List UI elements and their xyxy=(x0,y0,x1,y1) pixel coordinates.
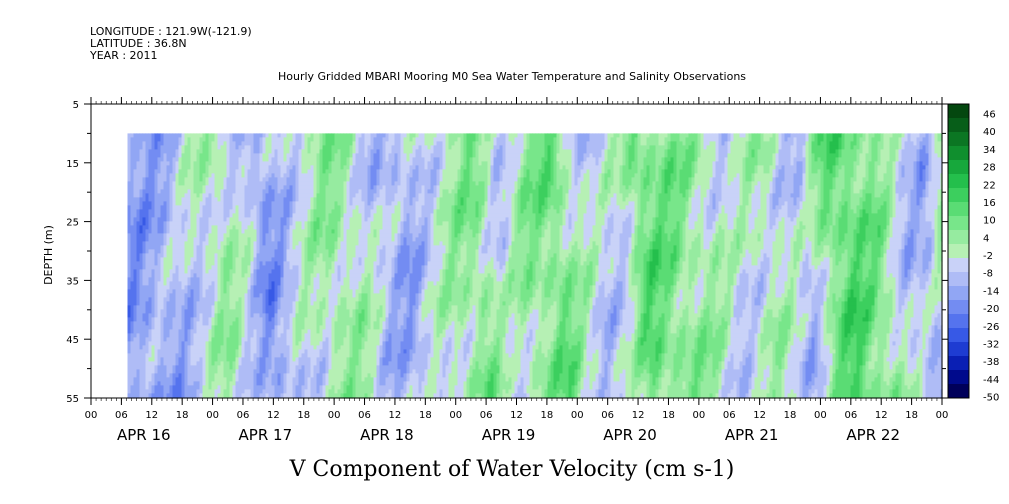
x-hour-label: 18 xyxy=(176,410,189,421)
x-date-label: APR 19 xyxy=(482,426,536,444)
year-label: YEAR : 2011 xyxy=(89,49,158,62)
latitude-label: LATITUDE : 36.8N xyxy=(90,37,187,50)
colorbar-swatch xyxy=(948,174,969,189)
x-hour-label: 00 xyxy=(85,410,98,421)
x-date-label: APR 21 xyxy=(725,426,779,444)
colorbar-label: -26 xyxy=(983,322,999,333)
longitude-label: LONGITUDE : 121.9W(-121.9) xyxy=(90,25,252,38)
x-hour-label: 06 xyxy=(601,410,614,421)
colorbar-swatch xyxy=(948,160,969,175)
colorbar-label: -8 xyxy=(983,269,993,280)
y-axis-label: DEPTH (m) xyxy=(42,225,55,285)
chart-title: Hourly Gridded MBARI Mooring M0 Sea Wate… xyxy=(278,70,746,83)
plot-area xyxy=(127,133,943,399)
colorbar-swatch xyxy=(948,258,969,273)
y-tick-label: 35 xyxy=(66,276,79,287)
colorbar-swatch xyxy=(948,202,969,217)
x-date-label: APR 22 xyxy=(846,426,900,444)
colorbar-swatch xyxy=(948,370,969,385)
x-hour-label: 06 xyxy=(844,410,857,421)
colorbar-frame xyxy=(947,103,970,399)
colorbar-label: 40 xyxy=(983,127,996,138)
x-axis-label: V Component of Water Velocity (cm s-1) xyxy=(289,457,735,482)
x-hour-label: 06 xyxy=(115,410,128,421)
x-date-label: APR 20 xyxy=(603,426,657,444)
y-ticks xyxy=(84,103,949,399)
x-hour-label: 12 xyxy=(267,410,280,421)
colorbar-label: 34 xyxy=(983,145,996,156)
y-tick-label: 55 xyxy=(66,394,79,405)
x-hour-label: 06 xyxy=(358,410,371,421)
colorbar-label: 16 xyxy=(983,198,996,209)
x-major-ticks xyxy=(90,97,943,405)
colorbar-swatch xyxy=(948,314,969,329)
x-date-label: APR 18 xyxy=(360,426,414,444)
colorbar-swatch xyxy=(948,244,969,259)
colorbar-label: 4 xyxy=(983,233,989,244)
colorbar-label: 22 xyxy=(983,180,996,191)
colorbar-swatch xyxy=(948,342,969,357)
colorbar-label: 46 xyxy=(983,110,996,121)
colorbar-label: -32 xyxy=(983,339,999,350)
x-hour-label: 12 xyxy=(753,410,766,421)
colorbar-label: 28 xyxy=(983,163,996,174)
x-hour-label: 12 xyxy=(389,410,402,421)
colorbar-swatch xyxy=(948,146,969,161)
colorbar-swatch xyxy=(948,118,969,133)
y-tick-label: 45 xyxy=(66,335,79,346)
x-hour-label: 12 xyxy=(875,410,888,421)
colorbar-label: -44 xyxy=(983,375,999,386)
x-hour-label: 18 xyxy=(419,410,432,421)
x-hour-label: 18 xyxy=(662,410,675,421)
x-hour-label: 06 xyxy=(237,410,250,421)
x-hour-label: 00 xyxy=(328,410,341,421)
x-hour-label: 00 xyxy=(936,410,949,421)
x-hour-label: 12 xyxy=(510,410,523,421)
colorbar: 46 40 34 28 22 16 10 4 -2 -8 -14 -20 -26 -32 -38 -44 -50 xyxy=(947,103,999,404)
colorbar-swatch xyxy=(948,132,969,147)
colorbar-swatch xyxy=(948,272,969,287)
x-hour-label: 00 xyxy=(814,410,827,421)
x-date-label: APR 17 xyxy=(239,426,293,444)
x-hour-label: 06 xyxy=(480,410,493,421)
x-hour-label: 00 xyxy=(571,410,584,421)
colorbar-label: -2 xyxy=(983,251,993,262)
y-tick-label: 25 xyxy=(66,218,79,229)
heatmap-field xyxy=(127,133,943,399)
colorbar-swatch xyxy=(948,188,969,203)
colorbar-label: -20 xyxy=(983,304,999,315)
colorbar-label: -38 xyxy=(983,357,999,368)
colorbar-label: -14 xyxy=(983,286,999,297)
colorbar-label: 10 xyxy=(983,216,996,227)
axes: 00 06 12 18 00 06 12 18 00 06 12 18 00 06 12 18 00 06 12 18… xyxy=(66,97,949,444)
x-date-label: APR 16 xyxy=(117,426,171,444)
colorbar-swatch xyxy=(948,216,969,231)
y-tick-label: 5 xyxy=(73,100,79,111)
x-hour-label: 00 xyxy=(692,410,705,421)
x-hour-label: 00 xyxy=(449,410,462,421)
colorbar-label: -50 xyxy=(983,393,999,404)
x-hour-label: 12 xyxy=(145,410,158,421)
x-hour-label: 18 xyxy=(784,410,797,421)
x-hour-label: 18 xyxy=(541,410,554,421)
colorbar-swatch xyxy=(948,384,969,399)
colorbar-swatch xyxy=(948,104,969,119)
colorbar-swatch xyxy=(948,230,969,245)
x-hour-label: 06 xyxy=(723,410,736,421)
colorbar-swatch xyxy=(948,286,969,301)
x-hour-label: 18 xyxy=(297,410,310,421)
x-hour-label: 12 xyxy=(632,410,645,421)
colorbar-swatch xyxy=(948,328,969,343)
y-tick-label: 15 xyxy=(66,159,79,170)
colorbar-swatch xyxy=(948,300,969,315)
colorbar-swatch xyxy=(948,356,969,371)
x-hour-label: 18 xyxy=(905,410,918,421)
x-hour-label: 00 xyxy=(206,410,219,421)
